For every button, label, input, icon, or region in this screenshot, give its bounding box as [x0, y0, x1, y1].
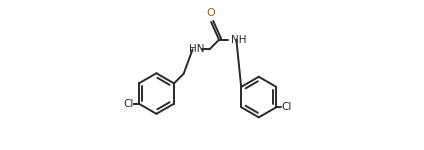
Text: NH: NH: [232, 35, 247, 45]
Text: Cl: Cl: [124, 99, 134, 109]
Text: O: O: [207, 8, 215, 18]
Text: Cl: Cl: [281, 102, 291, 112]
Text: HN: HN: [189, 44, 205, 54]
